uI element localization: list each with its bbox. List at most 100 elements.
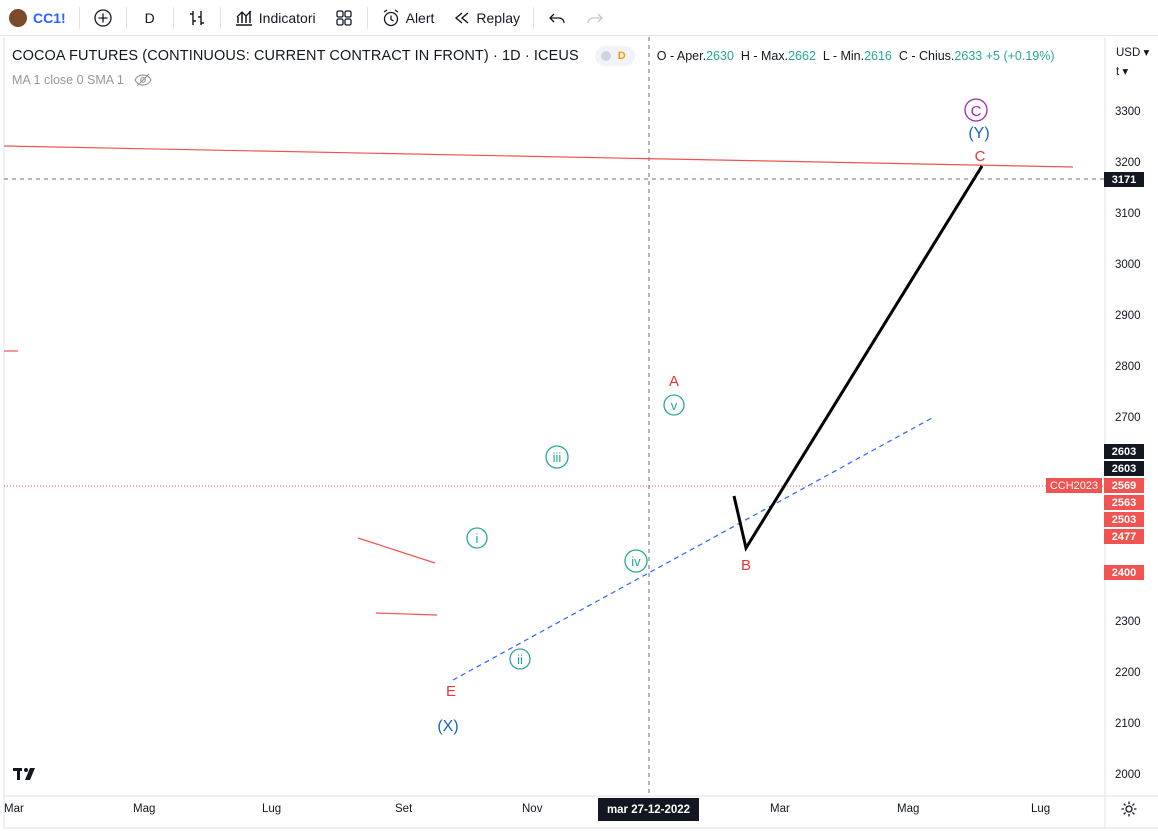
y-tick: 3000	[1115, 259, 1141, 271]
wave-labels: i ii iii iv v A B C E (X) (Y) C	[437, 98, 990, 735]
rewind-icon	[455, 11, 469, 24]
ohlc-values: O - Aper.2630 H - Max.2662 L - Min.2616 …	[657, 49, 1055, 63]
chart-type-button[interactable]	[178, 0, 216, 36]
unit-label: t	[1116, 66, 1120, 78]
wave-ii-label: ii	[517, 652, 523, 667]
currency-label: USD	[1116, 47, 1141, 59]
alarm-clock-icon	[383, 8, 398, 26]
alert-button[interactable]: Alert	[372, 0, 444, 36]
delayed-badge-label: D	[617, 50, 626, 62]
wave-E-label: E	[446, 683, 456, 700]
wave-A-label: A	[669, 373, 679, 390]
chevron-down-icon: ▾	[1119, 66, 1129, 78]
projection-path	[732, 165, 984, 552]
chevron-down-icon: ▾	[1140, 47, 1150, 59]
toolbar-divider	[172, 6, 174, 29]
alert-label: Alert	[405, 9, 435, 26]
last-price-tag: 2569	[1104, 478, 1144, 493]
symbol-label: CC1!	[33, 9, 66, 26]
contract-label-tag: CCH2023	[1046, 478, 1102, 493]
tradingview-logo-icon[interactable]	[12, 764, 40, 784]
y-tick: 2000	[1115, 769, 1141, 781]
x-tick: Mag	[897, 803, 920, 815]
wave-C-circle	[964, 98, 988, 122]
redo-icon	[587, 13, 603, 23]
layout-grid-icon	[335, 9, 352, 26]
symbol-search-button[interactable]: CC1!	[0, 0, 75, 36]
wave-i-label: i	[476, 531, 479, 546]
price-tag: 2503	[1104, 512, 1144, 527]
wave-v-label: v	[671, 398, 678, 413]
compare-add-button[interactable]	[84, 0, 122, 36]
crosshair-price-tag: 3171	[1104, 172, 1144, 187]
toolbar-divider	[78, 6, 80, 29]
y-tick: 3200	[1115, 157, 1141, 169]
y-tick: 2900	[1115, 310, 1141, 322]
low-value: 2616	[864, 49, 892, 63]
price-tag: 2603	[1104, 461, 1144, 476]
x-tick: Mar	[770, 803, 790, 815]
y-tick: 2200	[1115, 667, 1141, 679]
status-dot-icon	[600, 51, 611, 61]
templates-button[interactable]	[325, 0, 363, 36]
cocoa-logo-icon	[9, 8, 27, 27]
top-toolbar: CC1! D Indicatori Alert Replay	[0, 0, 1158, 36]
wave-C-label: C	[975, 148, 986, 165]
chart-legend: COCOA FUTURES (CONTINUOUS: CURRENT CONTR…	[12, 46, 1055, 66]
indicators-button[interactable]: Indicatori	[225, 0, 325, 36]
wave-ii-circle	[509, 648, 531, 670]
chart-title[interactable]: COCOA FUTURES (CONTINUOUS: CURRENT CONTR…	[12, 48, 579, 64]
unit-selector[interactable]: t ▾	[1116, 64, 1128, 78]
y-tick: 2800	[1115, 361, 1141, 373]
toolbar-divider	[533, 6, 534, 29]
indicators-label: Indicatori	[258, 9, 316, 26]
triangle-upper-line	[357, 537, 436, 564]
y-tick: 2100	[1115, 718, 1141, 730]
currency-selector[interactable]: USD ▾	[1116, 45, 1149, 59]
gear-icon[interactable]	[1120, 800, 1138, 818]
high-label: H - Max.	[740, 49, 789, 63]
x-tick: Mag	[133, 803, 156, 815]
redo-button[interactable]	[576, 0, 614, 36]
y-tick: 2700	[1115, 412, 1141, 424]
wave-iii-label: iii	[553, 450, 562, 465]
x-tick: Lug	[1031, 803, 1051, 815]
replay-label: Replay	[476, 9, 520, 26]
interval-button[interactable]: D	[131, 0, 169, 36]
wave-iii-circle	[545, 445, 569, 469]
wave-iv-circle	[624, 549, 648, 573]
replay-button[interactable]: Replay	[443, 0, 529, 36]
eye-hidden-icon[interactable]	[134, 73, 152, 87]
indicators-icon	[235, 10, 252, 26]
y-tick: 3100	[1115, 208, 1141, 220]
change-value: +5 (+0.19%)	[985, 49, 1055, 63]
y-tick: 3300	[1115, 106, 1141, 118]
open-value: 2630	[706, 49, 734, 63]
resistance-trendline	[3, 145, 1074, 168]
toolbar-divider	[366, 6, 368, 29]
ma-indicator-legend[interactable]: MA 1 close 0 SMA 1	[12, 73, 152, 87]
price-tag: 2400	[1104, 565, 1144, 580]
crosshair-date-tag: mar 27-12-2022	[598, 798, 699, 821]
x-tick: Set	[395, 803, 413, 815]
wave-X-label: (X)	[437, 718, 458, 735]
wave-Y-label: (Y)	[968, 125, 989, 142]
wave-i-circle	[466, 527, 488, 549]
x-tick: Mar	[4, 803, 24, 815]
undo-button[interactable]	[538, 0, 576, 36]
plus-circle-icon	[94, 8, 112, 27]
close-value: 2633	[954, 49, 983, 63]
undo-icon	[549, 13, 565, 23]
wave-B-label: B	[741, 557, 751, 574]
ma-label: MA 1 close 0 SMA 1	[12, 73, 124, 87]
price-tag: 2563	[1104, 495, 1144, 510]
open-label: O - Aper.	[656, 49, 707, 63]
low-label: L - Min.	[822, 49, 865, 63]
high-value: 2662	[788, 49, 816, 63]
wave-C-circle-label: C	[971, 103, 982, 120]
toolbar-divider	[219, 6, 221, 29]
wave-iv-label: iv	[631, 554, 641, 569]
y-tick: 2300	[1115, 616, 1141, 628]
market-status-badge[interactable]: D	[594, 46, 635, 66]
